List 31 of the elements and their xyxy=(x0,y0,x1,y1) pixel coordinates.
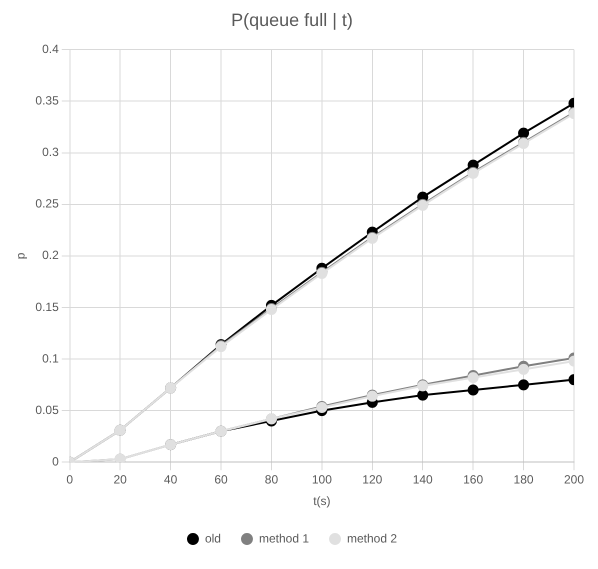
x-tick-label: 20 xyxy=(114,472,128,487)
point xyxy=(518,379,530,390)
y-tick-label: 0.1 xyxy=(42,351,60,366)
x-tick-label: 120 xyxy=(362,472,383,487)
legend-label: old xyxy=(204,531,221,546)
point xyxy=(518,128,530,139)
y-tick-label: 0.35 xyxy=(35,93,60,108)
x-tick-label: 0 xyxy=(66,472,74,487)
chart-title: P(queue full | t) xyxy=(231,10,353,30)
x-tick-label: 60 xyxy=(214,472,228,487)
point xyxy=(417,390,428,401)
y-tick-label: 0.25 xyxy=(35,196,60,211)
y-axis-title: p xyxy=(14,252,28,260)
legend-label: method 2 xyxy=(347,531,398,546)
y-tick-label: 0.15 xyxy=(35,300,60,314)
point xyxy=(518,364,530,375)
x-tick-label: 100 xyxy=(312,472,332,487)
y-tick-label: 0 xyxy=(52,454,60,469)
x-tick-label: 160 xyxy=(463,472,484,487)
x-tick-label: 140 xyxy=(412,472,434,487)
y-tick-label: 0.2 xyxy=(42,248,60,262)
y-tick-label: 0.4 xyxy=(42,42,60,56)
y-tick-label: 0.3 xyxy=(42,145,60,160)
x-tick-label: 80 xyxy=(264,472,278,487)
x-tick-label: 40 xyxy=(164,472,178,487)
legend-label: method 1 xyxy=(258,531,310,546)
x-axis-title: t(s) xyxy=(313,494,331,508)
x-tick-label: 200 xyxy=(564,472,584,487)
y-tick-label: 0.05 xyxy=(35,402,60,417)
point xyxy=(468,384,479,396)
x-tick-label: 180 xyxy=(514,472,534,487)
